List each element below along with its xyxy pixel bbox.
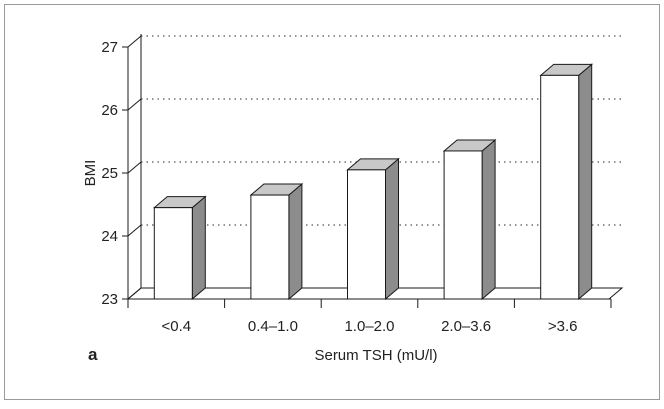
- y-tick-label: 27: [101, 39, 118, 56]
- y-tick-depth: [127, 98, 142, 111]
- y-axis-title: BMI: [82, 160, 99, 187]
- y-tick-label: 25: [101, 165, 118, 182]
- bar-side: [481, 138, 496, 301]
- bar-side: [288, 182, 303, 301]
- bar-side: [191, 195, 206, 301]
- bar-front: [153, 207, 193, 300]
- bar-side: [385, 157, 399, 301]
- bar: [346, 157, 400, 301]
- x-axis-title: Serum TSH (mU/l): [314, 347, 437, 364]
- bar: [539, 63, 594, 301]
- bar-front: [443, 150, 483, 300]
- panel-label: a: [88, 345, 98, 364]
- bar: [249, 182, 304, 301]
- bar-front: [347, 169, 386, 300]
- bar: [442, 138, 497, 301]
- x-tick-label: >3.6: [548, 318, 578, 335]
- bar-front: [250, 194, 290, 300]
- x-tick-label: 1.0–2.0: [344, 318, 394, 335]
- y-tick-depth: [127, 35, 142, 48]
- bar: [152, 195, 207, 301]
- bars: [152, 63, 594, 301]
- y-tick-label: 24: [101, 228, 118, 245]
- tick-labels: 23 24 25 26 27 <0.4 0.4–1.0 1.0–2.0 2.0–3.6 >3.6: [101, 39, 577, 335]
- bar-side: [578, 63, 593, 301]
- y-tick-label: 26: [101, 102, 118, 119]
- x-tick-label: 2.0–3.6: [441, 318, 491, 335]
- y-tick-depth: [127, 287, 142, 300]
- y-tick-depth: [127, 224, 142, 237]
- y-tick-label: 23: [101, 291, 118, 308]
- y-tick-depth: [127, 161, 142, 174]
- x-tick-label: 0.4–1.0: [248, 318, 298, 335]
- x-tick-label: <0.4: [161, 318, 191, 335]
- bar-front: [540, 74, 580, 300]
